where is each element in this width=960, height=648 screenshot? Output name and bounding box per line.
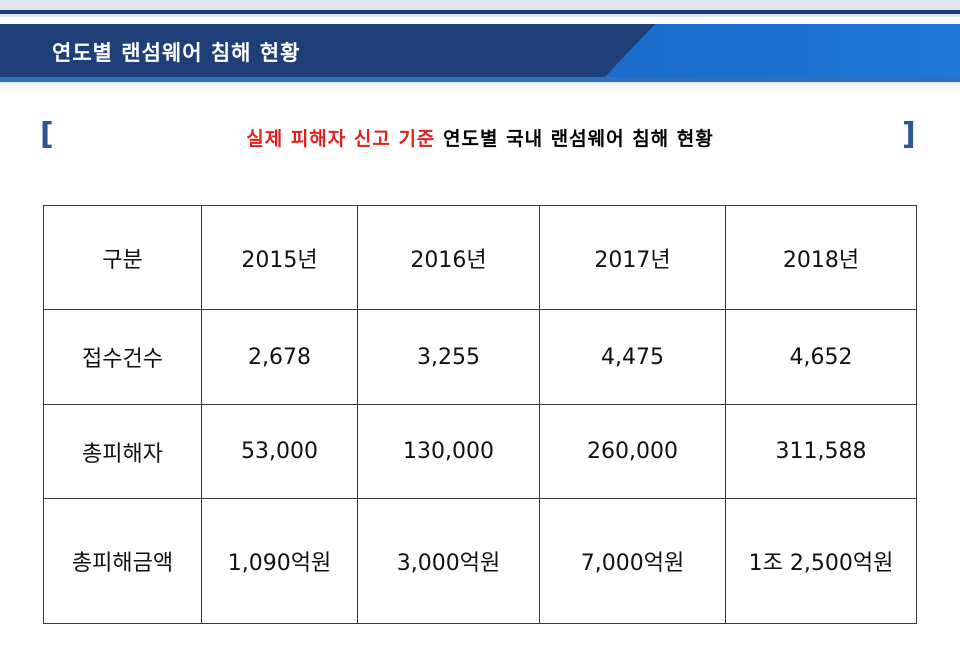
table-cell: 53,000 bbox=[201, 404, 358, 499]
bracket-right: ] bbox=[902, 117, 916, 152]
header-cell: 2015년 bbox=[201, 205, 358, 310]
table-cell: 1조 2,500억원 bbox=[725, 498, 917, 624]
table-row: 접수건수 2,678 3,255 4,475 4,652 bbox=[43, 309, 917, 405]
table-row: 총피해금액 1,090억원 3,000억원 7,000억원 1조 2,500억원 bbox=[43, 498, 917, 624]
table-header-row: 구분 2015년 2016년 2017년 2018년 bbox=[43, 205, 917, 310]
table-cell: 311,588 bbox=[725, 404, 917, 499]
row-label: 총피해자 bbox=[43, 404, 202, 499]
banner-underline bbox=[0, 77, 960, 82]
header-cell: 2018년 bbox=[725, 205, 917, 310]
subtitle-rest: 연도별 국내 랜섬웨어 침해 현황 bbox=[435, 128, 714, 150]
row-label: 총피해금액 bbox=[43, 498, 202, 624]
table-cell: 130,000 bbox=[357, 404, 540, 499]
row-label: 접수건수 bbox=[43, 309, 202, 405]
header-cell: 구분 bbox=[43, 205, 202, 310]
table-cell: 2,678 bbox=[201, 309, 358, 405]
bracket-left: [ bbox=[40, 117, 54, 152]
banner-accent bbox=[600, 24, 960, 82]
table-cell: 4,475 bbox=[539, 309, 726, 405]
table-row: 총피해자 53,000 130,000 260,000 311,588 bbox=[43, 404, 917, 499]
header-cell: 2017년 bbox=[539, 205, 726, 310]
banner-shadow bbox=[0, 82, 960, 90]
table-cell: 3,255 bbox=[357, 309, 540, 405]
table-cell: 260,000 bbox=[539, 404, 726, 499]
table-cell: 1,090억원 bbox=[201, 498, 358, 624]
header-cell: 2016년 bbox=[357, 205, 540, 310]
top-stripe bbox=[0, 0, 960, 17]
page-title: 연도별 랜섬웨어 침해 현황 bbox=[52, 41, 301, 65]
table-cell: 4,652 bbox=[725, 309, 917, 405]
table-cell: 3,000억원 bbox=[357, 498, 540, 624]
table-cell: 7,000억원 bbox=[539, 498, 726, 624]
table-subtitle: 실제 피해자 신고 기준 연도별 국내 랜섬웨어 침해 현황 bbox=[0, 124, 960, 151]
title-banner: 연도별 랜섬웨어 침해 현황 bbox=[0, 24, 960, 82]
ransomware-table: 구분 2015년 2016년 2017년 2018년 접수건수 2,678 3,… bbox=[43, 205, 917, 624]
subtitle-highlight: 실제 피해자 신고 기준 bbox=[246, 128, 436, 150]
